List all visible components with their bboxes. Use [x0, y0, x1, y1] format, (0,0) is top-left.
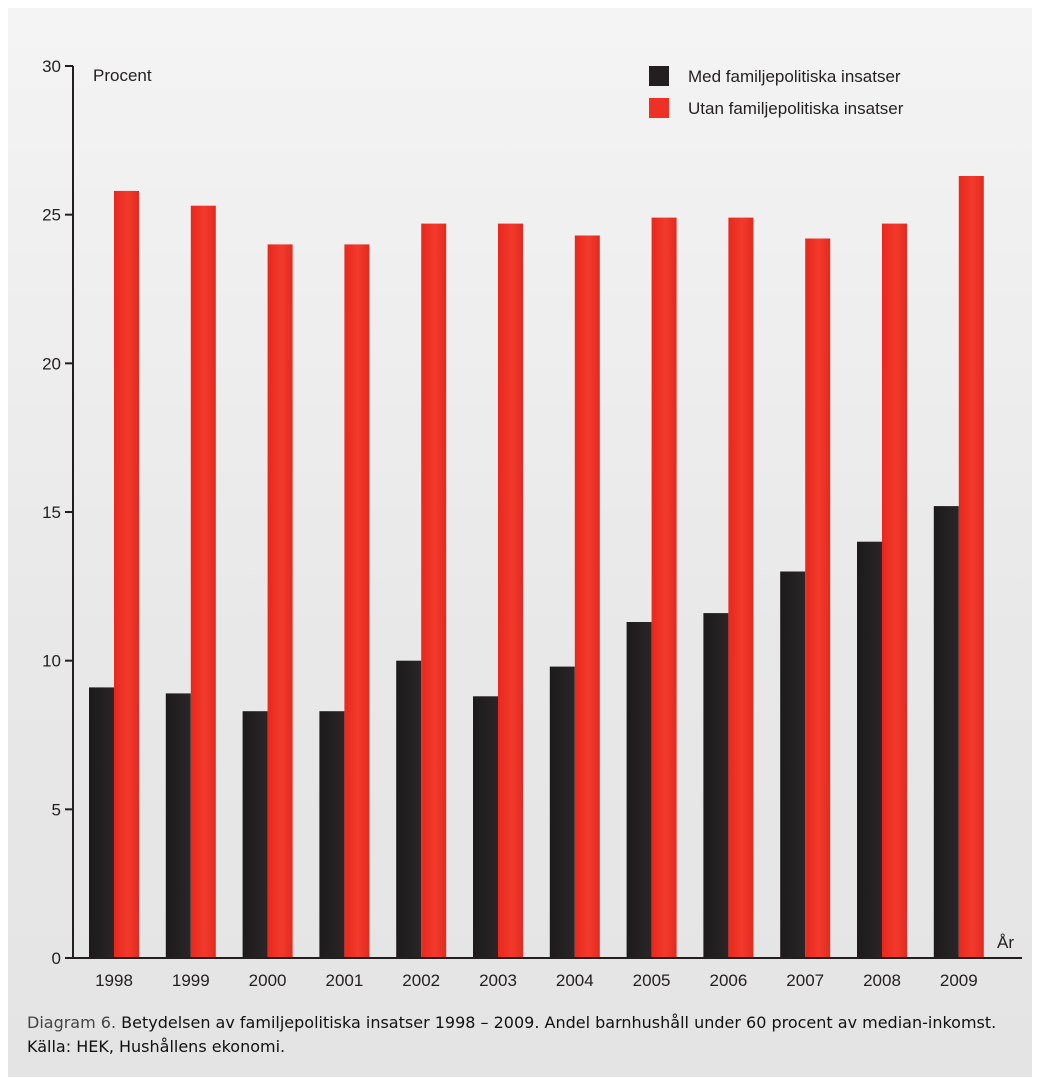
- bar-med-2002: [396, 661, 421, 958]
- legend-swatch-utan: [649, 98, 669, 118]
- x-tick-label-2001: 2001: [325, 971, 363, 990]
- y-tick-label-0: 0: [52, 949, 61, 968]
- bar-utan-2005: [652, 218, 677, 958]
- bar-med-1999: [166, 693, 191, 958]
- y-tick-label-25: 25: [42, 206, 61, 225]
- bar-med-2003: [473, 696, 498, 958]
- y-tick-label-20: 20: [42, 354, 61, 373]
- bar-med-2006: [703, 613, 728, 958]
- bar-utan-2000: [268, 244, 293, 958]
- x-tick-label-2009: 2009: [940, 971, 978, 990]
- y-axis-title: Procent: [93, 66, 152, 85]
- x-tick-label-2006: 2006: [709, 971, 747, 990]
- x-tick-label-1999: 1999: [172, 971, 210, 990]
- bar-utan-2002: [421, 224, 446, 958]
- y-tick-label-15: 15: [42, 503, 61, 522]
- legend: Med familjepolitiska insatser Utan famil…: [649, 66, 904, 118]
- bar-utan-2006: [728, 218, 753, 958]
- bar-med-2009: [934, 506, 959, 958]
- x-tick-label-2004: 2004: [556, 971, 594, 990]
- bar-utan-2001: [344, 244, 369, 958]
- bar-med-2000: [243, 711, 268, 958]
- bar-med-1998: [89, 687, 114, 958]
- bar-med-2008: [857, 542, 882, 958]
- x-tick-label-2005: 2005: [633, 971, 671, 990]
- bar-utan-2004: [575, 236, 600, 959]
- bar-utan-2003: [498, 224, 523, 958]
- x-tick-label-2008: 2008: [863, 971, 901, 990]
- bar-utan-2007: [805, 239, 830, 959]
- caption-text: Betydelsen av familjepolitiska insatser …: [27, 1013, 996, 1056]
- y-tick-label-5: 5: [52, 800, 61, 819]
- chart-caption: Diagram 6. Betydelsen av familjepolitisk…: [27, 1011, 1017, 1059]
- legend-swatch-med: [649, 66, 669, 86]
- bar-med-2001: [319, 711, 344, 958]
- x-tick-label-2002: 2002: [402, 971, 440, 990]
- y-ticks-group: 0 5 10 15 20 25 30: [42, 57, 73, 968]
- x-tick-label-2003: 2003: [479, 971, 517, 990]
- bar-utan-2009: [959, 176, 984, 958]
- x-tick-label-1998: 1998: [95, 971, 133, 990]
- x-tick-label-2007: 2007: [786, 971, 824, 990]
- y-tick-label-30: 30: [42, 57, 61, 76]
- x-ticks-group: 1998 1999 2000 2001 2002 2003 2004 2005 2006 2007…: [95, 971, 978, 990]
- bar-med-2007: [780, 572, 805, 959]
- x-tick-label-2000: 2000: [249, 971, 287, 990]
- bar-utan-2008: [882, 224, 907, 958]
- bar-chart: 0 5 10 15 20 25 30 1998 1999 2000 2001 2002 2003 200…: [0, 0, 1040, 1000]
- bar-med-2005: [627, 622, 652, 958]
- x-axis-title: År: [997, 933, 1014, 952]
- caption-lead: Diagram 6.: [27, 1013, 116, 1032]
- bar-utan-1998: [114, 191, 139, 958]
- bar-med-2004: [550, 667, 575, 958]
- bars-group: [89, 176, 984, 958]
- legend-label-med: Med familjepolitiska insatser: [688, 67, 901, 86]
- legend-label-utan: Utan familjepolitiska insatser: [688, 99, 904, 118]
- bar-utan-1999: [191, 206, 216, 958]
- y-tick-label-10: 10: [42, 652, 61, 671]
